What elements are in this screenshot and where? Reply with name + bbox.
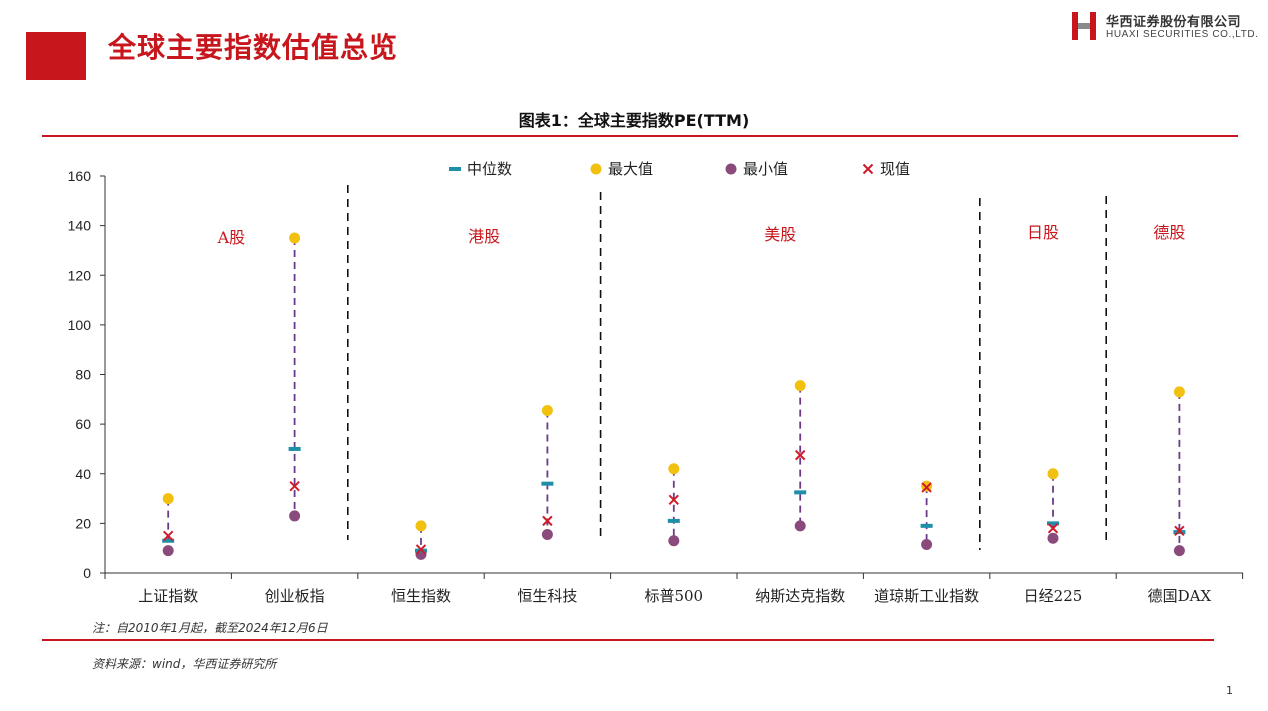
current-mark bbox=[794, 449, 806, 461]
legend-max-key bbox=[590, 163, 602, 175]
legend-current-key bbox=[862, 163, 874, 175]
min-point bbox=[1047, 532, 1059, 544]
y-tick-label: 160 bbox=[68, 168, 92, 184]
page-title: 全球主要指数估值总览 bbox=[108, 31, 399, 64]
max-point bbox=[668, 463, 680, 475]
x-tick-label: 德国DAX bbox=[1148, 587, 1212, 605]
min-point bbox=[541, 529, 553, 541]
x-tick-label: 恒生科技 bbox=[517, 587, 577, 605]
current-mark bbox=[289, 480, 300, 492]
legend-median-key bbox=[449, 167, 461, 171]
y-tick-label: 20 bbox=[75, 515, 91, 531]
page-number: 1 bbox=[1226, 684, 1233, 697]
median-mark bbox=[541, 481, 554, 486]
x-tick-label: 恒生指数 bbox=[391, 587, 451, 605]
min-point bbox=[1173, 545, 1185, 557]
legend-label: 最小值 bbox=[743, 160, 788, 178]
current-mark bbox=[542, 515, 553, 527]
y-tick-label: 80 bbox=[75, 367, 91, 383]
min-point bbox=[162, 545, 174, 557]
legend-label: 最大值 bbox=[608, 160, 653, 178]
y-tick-label: 0 bbox=[83, 565, 91, 581]
current-mark bbox=[162, 530, 174, 541]
x-tick-label: 纳斯达克指数 bbox=[755, 587, 845, 605]
min-point bbox=[794, 520, 806, 532]
median-mark bbox=[667, 518, 680, 523]
group-label: 日股 bbox=[1027, 223, 1059, 242]
footer-divider bbox=[42, 639, 1214, 641]
group-label: 德股 bbox=[1153, 223, 1185, 242]
company-logo: 华西证券股份有限公司 HUAXI SECURITIES CO.,LTD. bbox=[1070, 10, 1260, 44]
min-point bbox=[668, 535, 680, 547]
current-mark bbox=[668, 494, 680, 506]
data-source: 资料来源：wind，华西证券研究所 bbox=[92, 657, 277, 671]
median-mark bbox=[162, 538, 175, 543]
max-point bbox=[162, 493, 174, 505]
group-label: 港股 bbox=[468, 227, 500, 246]
max-point bbox=[1047, 468, 1059, 480]
group-label: 美股 bbox=[764, 225, 796, 244]
current-mark bbox=[1174, 525, 1185, 537]
x-tick-label: 日经225 bbox=[1024, 587, 1083, 605]
min-point bbox=[921, 538, 933, 550]
title-accent-block bbox=[26, 32, 86, 80]
y-tick-label: 40 bbox=[75, 466, 91, 482]
y-tick-label: 100 bbox=[68, 317, 92, 333]
current-mark bbox=[1047, 523, 1059, 534]
median-mark bbox=[794, 490, 807, 495]
y-tick-label: 140 bbox=[68, 218, 92, 234]
x-tick-label: 上证指数 bbox=[138, 587, 198, 605]
max-point bbox=[794, 380, 806, 392]
median-mark bbox=[1047, 521, 1059, 526]
current-mark bbox=[415, 544, 427, 555]
chart-note: 注：自2010年1月起，截至2024年12月6日 bbox=[92, 621, 328, 635]
legend-min-key bbox=[725, 163, 737, 175]
max-point bbox=[289, 232, 301, 244]
chart-title: 图表1：全球主要指数PE(TTM) bbox=[518, 111, 750, 130]
x-tick-label: 标普500 bbox=[644, 587, 703, 605]
legend-label: 现值 bbox=[880, 160, 910, 178]
max-point bbox=[1173, 386, 1185, 398]
x-tick-label: 道琼斯工业指数 bbox=[874, 587, 979, 605]
logo-english-name: HUAXI SECURITIES CO.,LTD. bbox=[1106, 29, 1259, 40]
x-tick-label: 创业板指 bbox=[265, 587, 325, 605]
min-point bbox=[289, 510, 301, 522]
y-tick-label: 60 bbox=[75, 416, 91, 432]
current-mark bbox=[921, 482, 932, 493]
max-point bbox=[415, 520, 427, 532]
legend-label: 中位数 bbox=[467, 160, 512, 178]
huaxi-logo-icon bbox=[1072, 12, 1096, 40]
title-divider bbox=[42, 135, 1238, 137]
median-mark bbox=[288, 446, 301, 451]
logo-chinese-name: 华西证券股份有限公司 bbox=[1106, 15, 1242, 30]
median-mark bbox=[920, 523, 933, 528]
max-point bbox=[541, 404, 553, 416]
group-label: A股 bbox=[217, 228, 246, 247]
y-tick-label: 120 bbox=[68, 267, 92, 283]
